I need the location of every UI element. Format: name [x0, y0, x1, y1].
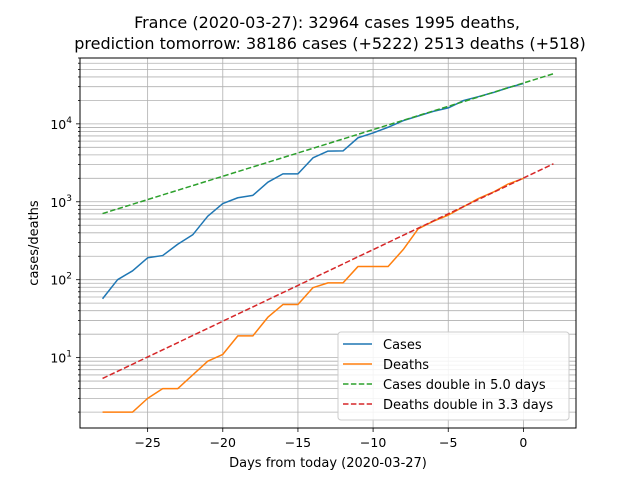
y-tick-label: 102 — [50, 272, 72, 288]
x-tick-label: −5 — [439, 435, 457, 450]
x-tick-label: −25 — [134, 435, 160, 450]
y-axis-label: cases/deaths — [27, 200, 42, 286]
y-tick-label: 103 — [50, 194, 72, 210]
chart-title-line2: prediction tomorrow: 38186 cases (+5222)… — [74, 34, 586, 53]
legend-label-2: Cases double in 5.0 days — [383, 378, 546, 393]
series-line-3 — [102, 163, 554, 380]
legend: Cases Deaths Cases double in 5.0 days Death… — [337, 331, 570, 421]
series-layer — [101, 72, 554, 413]
plot-frame — [79, 57, 577, 429]
legend-label-3: Deaths double in 3.3 days — [383, 398, 553, 413]
y-tick-label: 101 — [50, 350, 72, 366]
x-tick-label: −20 — [210, 435, 236, 450]
x-tick-label: −15 — [285, 435, 311, 450]
legend-label-0: Cases — [383, 338, 422, 353]
chart-title-line1: France (2020-03-27): 32964 cases 1995 de… — [134, 13, 520, 32]
x-tick-label: 0 — [519, 435, 527, 450]
legend-label-1: Deaths — [383, 358, 429, 373]
tick-layer: −25 −20 −15 −10 −5 0 101 102 103 104 — [50, 57, 527, 450]
x-tick-label: −10 — [360, 435, 386, 450]
series-line-0 — [101, 82, 524, 300]
x-axis-label: Days from today (2020-03-27) — [229, 456, 427, 471]
series-line-1 — [102, 177, 524, 413]
y-tick-label: 104 — [50, 116, 72, 132]
legend-box — [337, 331, 570, 421]
